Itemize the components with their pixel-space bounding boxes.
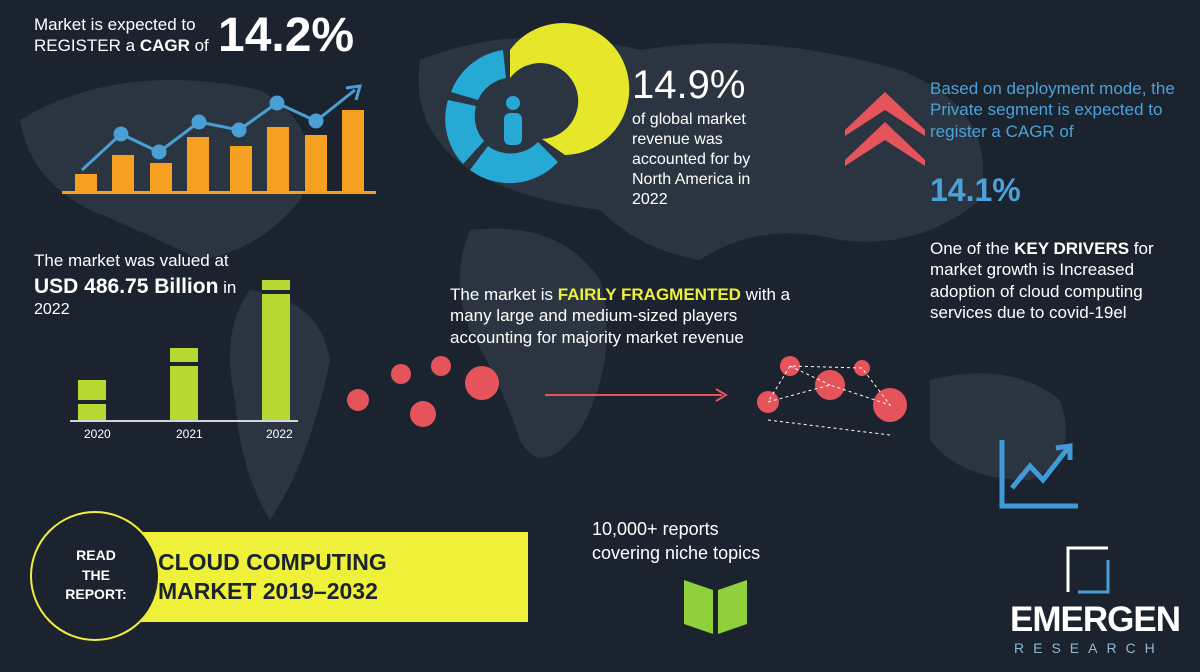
report-cta[interactable]: READ THE REPORT: — [65, 547, 127, 603]
share-value: 14.9% — [632, 63, 746, 107]
growth-bars — [62, 110, 376, 194]
map-pins — [347, 356, 907, 436]
text: with a many large and medium-sized playe… — [450, 285, 791, 347]
bar-label: 2021 — [176, 427, 203, 441]
logo-name: EMERGEN — [1010, 600, 1181, 639]
deployment-value: 14.1% — [930, 172, 1021, 208]
text: REGISTER a — [34, 36, 140, 56]
growth-line — [80, 84, 363, 172]
fragmentation-text: The market is FAIRLY FRAGMENTED with a m… — [450, 284, 820, 348]
valuation-bars — [70, 280, 298, 422]
valuation-value: USD 486.75 Billion — [34, 275, 219, 298]
deployment-text: Based on deployment mode, the Private se… — [930, 79, 1175, 141]
text: Market is expected to — [34, 15, 196, 34]
book-icon — [684, 580, 747, 634]
text: of — [189, 36, 209, 56]
valuation-year: 2022 — [34, 301, 70, 318]
valuation-intro: The market was valued at — [34, 251, 229, 270]
valuation-line: USD 486.75 Billion in — [34, 274, 236, 300]
bar-label: 2022 — [266, 427, 293, 441]
share-text: of global market revenue was accounted f… — [632, 111, 751, 208]
reports-count: 10,000+ reports — [592, 519, 719, 539]
reports-text: covering niche topics — [592, 543, 761, 563]
emphasis: CAGR — [139, 36, 190, 56]
bar-label: 2020 — [84, 427, 111, 441]
logo-tagline: RESEARCH — [1014, 640, 1164, 656]
cagr-value: 14.2% — [218, 9, 355, 62]
text: One of the — [930, 239, 1015, 258]
text: The market is — [450, 285, 558, 304]
emphasis: KEY DRIVERS — [1014, 239, 1130, 258]
report-title[interactable]: CLOUD COMPUTING MARKET 2019–2032 — [158, 549, 387, 604]
drivers-text: One of the KEY DRIVERS for market growth… — [930, 238, 1190, 323]
donut — [445, 23, 630, 184]
logo-mark — [1066, 546, 1110, 594]
text: in — [218, 278, 237, 297]
report-banner — [30, 511, 528, 641]
chevrons — [845, 92, 925, 166]
highlight: FAIRLY FRAGMENTED — [557, 285, 741, 304]
text: for market growth is Increased adoption … — [930, 239, 1154, 322]
cagr-text: Market is expected to REGISTER a CAGR of — [34, 14, 224, 57]
trend-icon — [999, 440, 1078, 509]
